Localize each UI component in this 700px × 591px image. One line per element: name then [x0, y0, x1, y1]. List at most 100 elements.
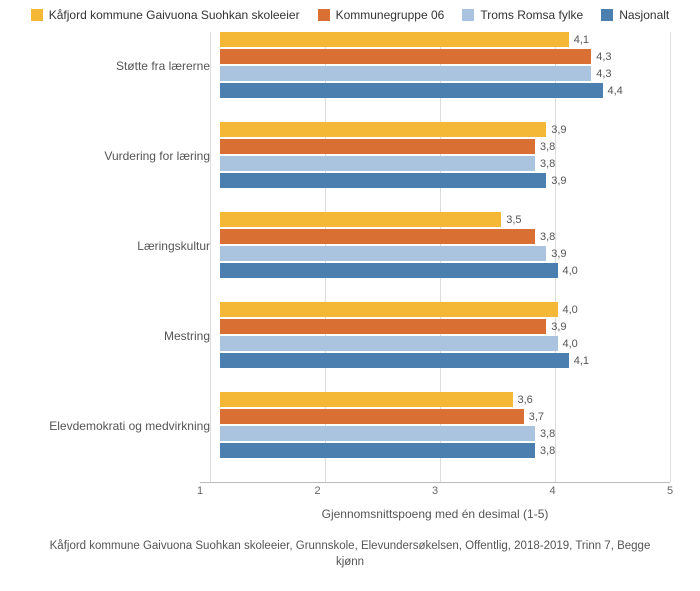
x-tick-label: 5 [667, 485, 673, 497]
bar [220, 173, 546, 188]
bar [220, 353, 569, 368]
bar-value-label: 3,9 [546, 321, 566, 333]
caption-line-1: Kåfjord kommune Gaivuona Suohkan skoleei… [50, 540, 651, 552]
category-group: Elevdemokrati og medvirkning 3,6 3,7 3,8 3,8 [20, 392, 670, 460]
bar-value-label: 3,6 [513, 394, 533, 406]
bar [220, 156, 535, 171]
legend-item: Kommunegruppe 06 [318, 8, 445, 22]
chart-caption: Kåfjord kommune Gaivuona Suohkan skoleei… [0, 521, 700, 584]
x-tick-label: 1 [197, 485, 203, 497]
bar-row: 3,6 [220, 392, 670, 407]
bar-value-label: 4,1 [569, 34, 589, 46]
legend-label: Troms Romsa fylke [480, 8, 583, 22]
bar-stack: 4,0 3,9 4,0 4,1 [220, 302, 670, 370]
bar-row: 3,8 [220, 139, 670, 154]
bar [220, 66, 591, 81]
bar [220, 443, 535, 458]
bar [220, 229, 535, 244]
bar [220, 319, 546, 334]
bar-value-label: 3,8 [535, 158, 555, 170]
bar-row: 3,7 [220, 409, 670, 424]
x-tick-label: 3 [432, 485, 438, 497]
bar-value-label: 3,9 [546, 124, 566, 136]
bar-row: 3,8 [220, 426, 670, 441]
bar-value-label: 3,8 [535, 445, 555, 457]
bar-row: 4,3 [220, 49, 670, 64]
bar-stack: 3,6 3,7 3,8 3,8 [220, 392, 670, 460]
bar-stack: 3,5 3,8 3,9 4,0 [220, 212, 670, 280]
bar-row: 4,1 [220, 353, 670, 368]
bar [220, 263, 558, 278]
category-label: Mestring [20, 302, 220, 370]
bar-row: 3,8 [220, 443, 670, 458]
bar [220, 139, 535, 154]
bar-value-label: 4,0 [558, 338, 578, 350]
category-group: Mestring 4,0 3,9 4,0 4,1 [20, 302, 670, 370]
bar-row: 4,0 [220, 336, 670, 351]
bar-value-label: 4,3 [591, 51, 611, 63]
chart-container: Kåfjord kommune Gaivuona Suohkan skoleei… [0, 0, 700, 584]
bar [220, 336, 558, 351]
bar [220, 302, 558, 317]
legend: Kåfjord kommune Gaivuona Suohkan skoleei… [0, 0, 700, 26]
bar-value-label: 3,5 [501, 214, 521, 226]
legend-swatch [31, 9, 43, 21]
bar-row: 4,0 [220, 302, 670, 317]
bar-row: 3,8 [220, 229, 670, 244]
bar [220, 49, 591, 64]
x-axis: 1 2 3 4 5 [10, 482, 670, 501]
bar-value-label: 3,8 [535, 141, 555, 153]
bar [220, 83, 603, 98]
bar [220, 212, 501, 227]
bar-value-label: 4,0 [558, 304, 578, 316]
legend-label: Nasjonalt [619, 8, 669, 22]
bar-value-label: 3,7 [524, 411, 544, 423]
bar-row: 3,9 [220, 122, 670, 137]
bar-value-label: 4,3 [591, 68, 611, 80]
x-ticks: 1 2 3 4 5 [200, 482, 670, 501]
bar [220, 122, 546, 137]
bar-row: 3,9 [220, 319, 670, 334]
legend-swatch [462, 9, 474, 21]
legend-label: Kåfjord kommune Gaivuona Suohkan skoleei… [49, 8, 300, 22]
legend-item: Troms Romsa fylke [462, 8, 583, 22]
category-group: Støtte fra lærerne4,14,34,34,4 [20, 32, 670, 100]
bar [220, 409, 524, 424]
bar-row: 4,1 [220, 32, 670, 47]
bar-value-label: 3,8 [535, 428, 555, 440]
x-tick-label: 4 [549, 485, 555, 497]
bar [220, 32, 569, 47]
caption-line-2: kjønn [336, 556, 364, 568]
bars-container: Støtte fra lærerne4,14,34,34,4Vurdering … [20, 32, 670, 482]
category-label: Vurdering for læring [20, 122, 220, 190]
category-label: Støtte fra lærerne [20, 32, 220, 100]
bar-row: 4,4 [220, 83, 670, 98]
bar-row: 4,3 [220, 66, 670, 81]
category-label: Elevdemokrati og medvirkning [20, 392, 220, 460]
bar-value-label: 4,4 [603, 85, 623, 97]
bar [220, 426, 535, 441]
category-label: Læringskultur [20, 212, 220, 280]
bar-value-label: 4,0 [558, 265, 578, 277]
legend-swatch [318, 9, 330, 21]
bar-value-label: 3,9 [546, 248, 566, 260]
bar-value-label: 3,9 [546, 175, 566, 187]
legend-label: Kommunegruppe 06 [336, 8, 445, 22]
x-axis-title: Gjennomsnittspoeng med én desimal (1-5) [200, 507, 670, 521]
bar-row: 3,9 [220, 173, 670, 188]
bar-row: 3,5 [220, 212, 670, 227]
bar-value-label: 4,1 [569, 355, 589, 367]
bar-stack: 3,9 3,8 3,8 3,9 [220, 122, 670, 190]
legend-item: Nasjonalt [601, 8, 669, 22]
grid-line [670, 32, 671, 482]
bar-stack: 4,14,34,34,4 [220, 32, 670, 100]
x-tick-label: 2 [314, 485, 320, 497]
category-group: Læringskultur 3,5 3,8 3,9 4,0 [20, 212, 670, 280]
bar [220, 392, 513, 407]
bar-row: 3,8 [220, 156, 670, 171]
legend-swatch [601, 9, 613, 21]
bar [220, 246, 546, 261]
bar-value-label: 3,8 [535, 231, 555, 243]
plot-area: Støtte fra lærerne4,14,34,34,4Vurdering … [0, 26, 700, 482]
legend-item: Kåfjord kommune Gaivuona Suohkan skoleei… [31, 8, 300, 22]
